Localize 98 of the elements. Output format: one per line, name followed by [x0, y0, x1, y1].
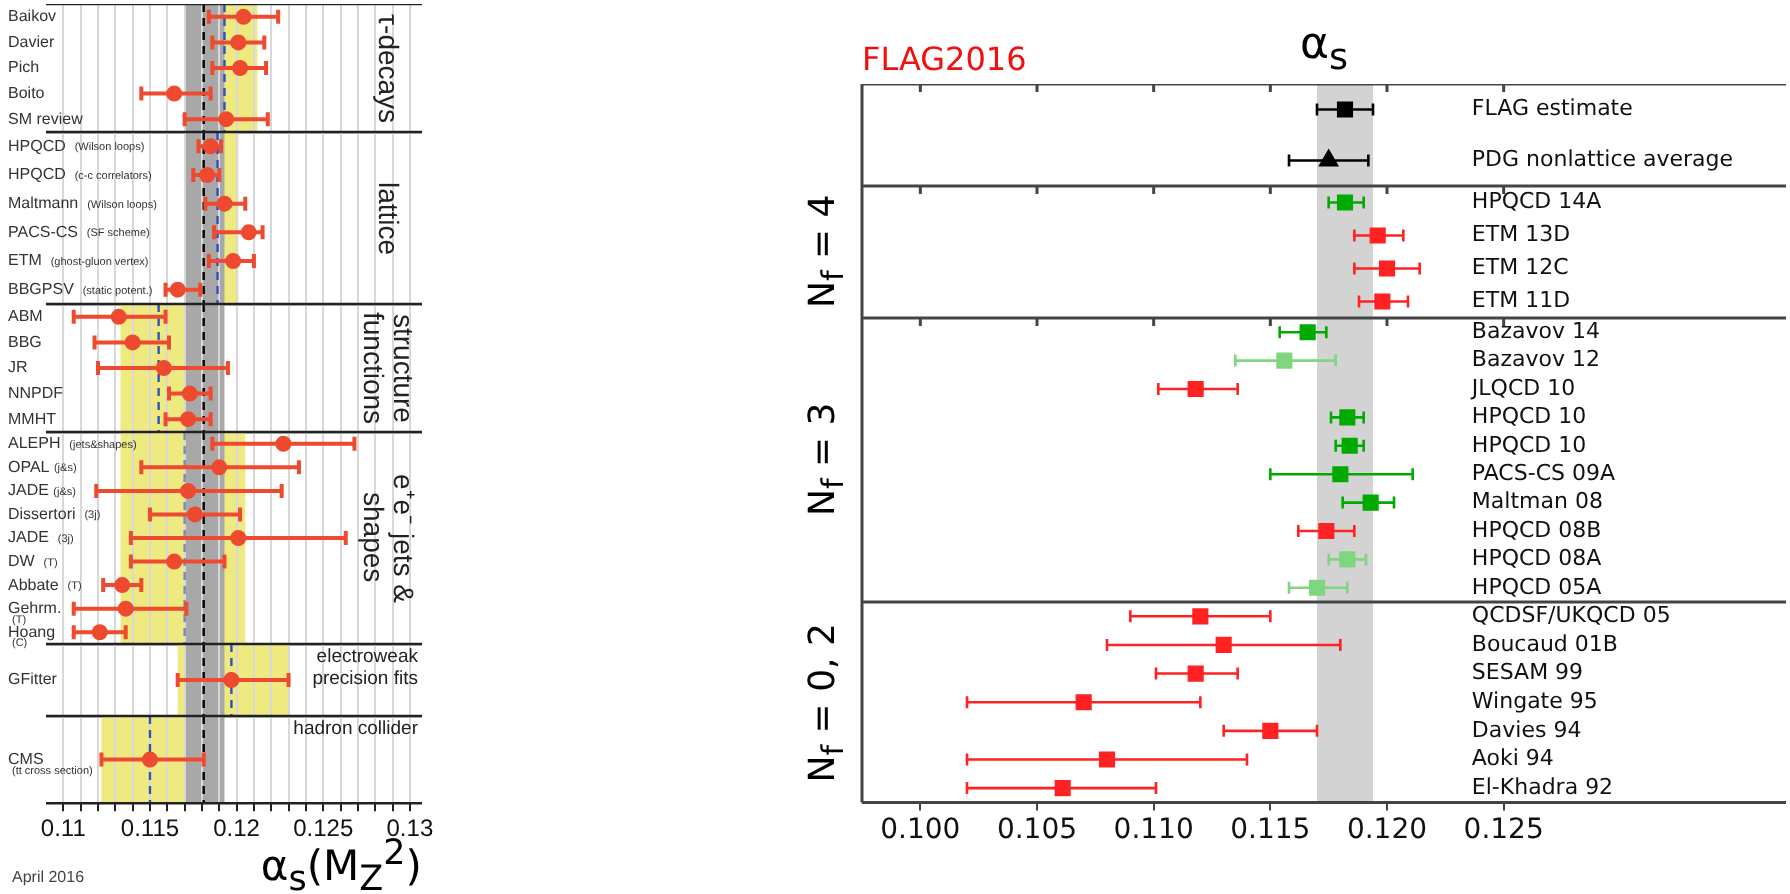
point	[166, 553, 183, 570]
point	[235, 8, 252, 25]
y2-axis-title: e⁺e⁻ jets & shapes	[358, 471, 420, 607]
y-tick-label: JLQCD 10	[1469, 374, 1576, 401]
y-tick-label: Wingate 95	[1471, 687, 1598, 714]
y-tick-label: HPQCD 10	[1471, 431, 1587, 458]
y-tick-label: Aoki 94	[1471, 745, 1554, 772]
y-tick-label: QCDSF/UKQCD 05	[1471, 602, 1671, 629]
y-tick-label: HPQCD 05A	[1471, 573, 1603, 600]
point	[1187, 380, 1204, 398]
y-tick-label: BBG	[8, 332, 42, 351]
x-tick-label: 0.115	[1230, 814, 1311, 847]
y-tick-label: HPQCD 14A	[1471, 188, 1603, 215]
point	[1262, 722, 1279, 739]
y-tick-label: PACS-CS 09A	[1471, 459, 1616, 486]
point	[1336, 194, 1354, 211]
point	[187, 506, 204, 523]
point	[1299, 324, 1316, 341]
y2-axis-title: structure functions	[358, 309, 420, 429]
y-tick-label: Davier	[8, 32, 55, 51]
y2-axis-title: lattice	[371, 179, 407, 259]
y-tick-label: Pich	[8, 58, 40, 77]
y-tick-label: ABM	[8, 307, 44, 326]
point	[211, 459, 228, 476]
point	[1362, 494, 1379, 511]
y-tick-label: MMHT	[8, 409, 57, 428]
chart-title: α$_{s}$	[1299, 20, 1349, 79]
point	[1369, 227, 1386, 244]
point	[1341, 437, 1358, 454]
point	[1276, 352, 1293, 369]
point	[1332, 466, 1349, 483]
point	[1054, 780, 1071, 797]
y-tick-label: ETM 11D	[1471, 287, 1571, 314]
point	[230, 530, 247, 546]
point	[230, 34, 247, 51]
point	[181, 385, 198, 402]
point	[1339, 551, 1356, 568]
point	[166, 85, 183, 102]
x-tick-label: 0.100	[880, 814, 961, 847]
point	[1187, 665, 1204, 682]
point	[114, 577, 131, 594]
y-tick-label: FLAG estimate	[1471, 95, 1634, 122]
point	[1339, 409, 1356, 426]
y-tick-label: Bazavov 14	[1471, 317, 1600, 344]
point	[1378, 260, 1396, 277]
point	[110, 308, 127, 325]
y-tick-label: HPQCD 08B	[1471, 516, 1602, 543]
point	[91, 624, 108, 641]
x-tick-label: 0.120	[1346, 814, 1428, 847]
point	[1098, 751, 1116, 768]
point	[1374, 293, 1391, 310]
point	[169, 281, 186, 298]
y-tick-label: Maltman 08	[1471, 488, 1603, 515]
point	[218, 111, 235, 128]
point	[124, 334, 141, 351]
point	[155, 360, 172, 376]
y-tick-label: Davies 94	[1471, 716, 1582, 743]
y-tick-label: Baikov	[8, 7, 57, 26]
y-tick-label: PDG nonlattice average	[1471, 146, 1734, 173]
x-tick-label: 0.11	[40, 814, 87, 843]
y-tick-label: HPQCD 10	[1471, 403, 1587, 430]
y-tick-label: HPQCD 08A	[1471, 545, 1603, 572]
x-tick-label: 0.115	[120, 814, 180, 843]
y-tick-label: NNPDF	[8, 384, 64, 403]
y-tick-label: JR	[8, 358, 28, 377]
point	[1192, 608, 1209, 625]
y-tick-label: Bazavov 12	[1471, 346, 1600, 373]
point	[1215, 636, 1232, 654]
x-tick-label: 0.125	[1463, 814, 1544, 847]
y-tick-label: Boucaud 01B	[1471, 630, 1618, 657]
point	[117, 600, 134, 617]
y-tick-label: SM review	[8, 109, 84, 128]
y-tick-label: SESAM 99	[1471, 659, 1584, 686]
y2-axis-title: τ-decays	[371, 11, 407, 127]
y-tick-label: El-Khadra 92	[1471, 773, 1614, 800]
x-tick-label: 0.125	[293, 814, 354, 843]
y2-axis-title: electroweak precision fits	[310, 646, 418, 690]
y-tick-label: Boito	[8, 84, 46, 103]
x-tick-label: 0.105	[996, 814, 1078, 847]
x-tick-label: 0.12	[213, 814, 261, 843]
x-tick-label: 0.110	[1113, 814, 1194, 847]
point	[275, 435, 292, 452]
point	[180, 411, 197, 428]
point	[216, 195, 233, 212]
y-tick-label: GFitter	[8, 670, 58, 689]
point	[232, 60, 249, 76]
point	[240, 224, 257, 241]
point	[199, 167, 216, 183]
point	[1318, 522, 1335, 540]
text: FLAG2016	[862, 40, 1027, 78]
point	[1075, 694, 1092, 711]
y-tick-label: ETM 12C	[1471, 254, 1570, 281]
y-tick-label: ETM 13D	[1471, 221, 1571, 248]
text: April 2016	[12, 867, 85, 886]
point	[1308, 579, 1326, 596]
point	[180, 482, 197, 499]
y2-axis-title: hadron collider	[291, 718, 418, 740]
point	[225, 253, 242, 269]
